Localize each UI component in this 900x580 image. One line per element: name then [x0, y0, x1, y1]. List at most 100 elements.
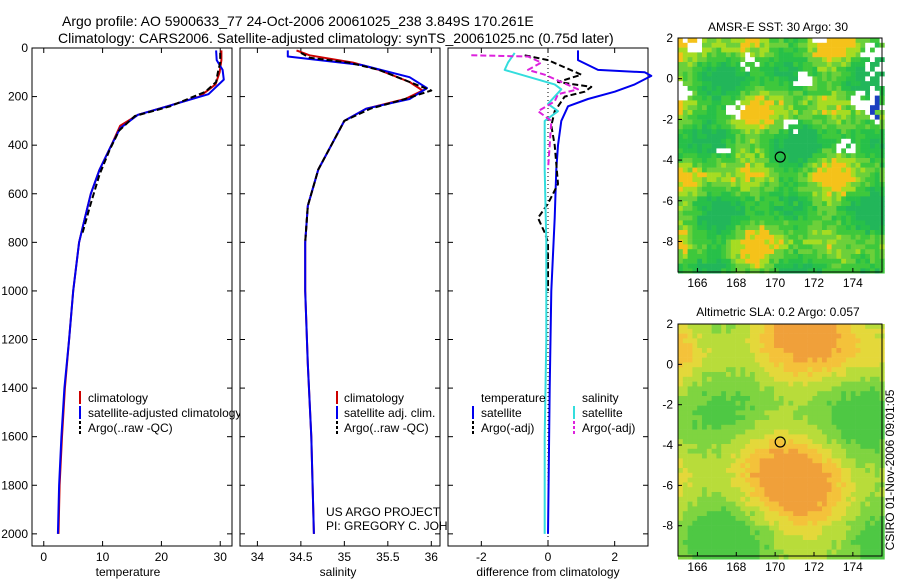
- heatmap-cell: [759, 42, 765, 48]
- heatmap-cell: [774, 506, 780, 512]
- heatmap-cell: [836, 81, 842, 87]
- heatmap-cell: [788, 468, 794, 474]
- heatmap-cell: [802, 444, 808, 450]
- heatmap-cell: [874, 434, 880, 440]
- heatmap-cell: [774, 81, 780, 87]
- heatmap-cell: [735, 186, 741, 192]
- heatmap-cell: [826, 258, 832, 264]
- heatmap-cell: [735, 357, 741, 363]
- heatmap-cell: [807, 352, 813, 358]
- heatmap-cell: [841, 148, 847, 154]
- heatmap-cell: [865, 234, 871, 240]
- heatmap-cell: [721, 544, 727, 550]
- heatmap-cell: [812, 124, 818, 130]
- heatmap-cell: [697, 215, 703, 221]
- heatmap-cell: [826, 391, 832, 397]
- heatmap-cell: [874, 38, 880, 44]
- heatmap-cell: [759, 153, 765, 159]
- heatmap-cell: [802, 511, 808, 517]
- heatmap-cell: [697, 376, 703, 382]
- heatmap-cell: [778, 239, 784, 245]
- heatmap-cell: [754, 129, 760, 135]
- heatmap-cell: [836, 239, 842, 245]
- heatmap-cell: [783, 333, 789, 339]
- heatmap-cell: [822, 210, 828, 216]
- heatmap-cell: [850, 167, 856, 173]
- heatmap-cell: [740, 138, 746, 144]
- heatmap-cell: [735, 244, 741, 250]
- heatmap-cell: [793, 410, 799, 416]
- heatmap-cell: [730, 186, 736, 192]
- heatmap-cell: [759, 114, 765, 120]
- heatmap-cell: [697, 249, 703, 255]
- heatmap-cell: [682, 530, 688, 536]
- heatmap-cell: [759, 57, 765, 63]
- heatmap-cell: [769, 110, 775, 116]
- heatmap-cell: [697, 134, 703, 140]
- heatmap-cell: [692, 143, 698, 149]
- heatmap-cell: [807, 258, 813, 264]
- heatmap-cell: [745, 129, 751, 135]
- heatmap-cell: [783, 525, 789, 531]
- heatmap-cell: [831, 196, 837, 202]
- heatmap-cell: [778, 225, 784, 231]
- heatmap-cell: [759, 62, 765, 68]
- heatmap-cell: [812, 220, 818, 226]
- heatmap-cell: [860, 148, 866, 154]
- heatmap-cell: [706, 468, 712, 474]
- heatmap-cell: [711, 95, 717, 101]
- heatmap-cell: [769, 177, 775, 183]
- heatmap-cell: [874, 110, 880, 116]
- heatmap-cell: [726, 230, 732, 236]
- heatmap-cell: [745, 110, 751, 116]
- heatmap-cell: [759, 162, 765, 168]
- heatmap-cell: [706, 453, 712, 459]
- heatmap-cell: [855, 357, 861, 363]
- heatmap-cell: [841, 134, 847, 140]
- heatmap-cell: [788, 415, 794, 421]
- heatmap-cell: [793, 492, 799, 498]
- heatmap-cell: [802, 153, 808, 159]
- heatmap-cell: [706, 429, 712, 435]
- heatmap-cell: [822, 554, 828, 560]
- heatmap-cell: [855, 410, 861, 416]
- heatmap-cell: [711, 492, 717, 498]
- heatmap-cell: [831, 129, 837, 135]
- heatmap-cell: [721, 201, 727, 207]
- heatmap-cell: [822, 167, 828, 173]
- heatmap-cell: [730, 511, 736, 517]
- heatmap-cell: [826, 434, 832, 440]
- heatmap-cell: [831, 52, 837, 58]
- heatmap-cell: [702, 206, 708, 212]
- heatmap-cell: [822, 391, 828, 397]
- heatmap-cell: [812, 177, 818, 183]
- heatmap-cell: [874, 153, 880, 159]
- heatmap-cell: [860, 201, 866, 207]
- heatmap-cell: [841, 424, 847, 430]
- heatmap-cell: [702, 511, 708, 517]
- heatmap-cell: [774, 549, 780, 555]
- heatmap-cell: [730, 544, 736, 550]
- heatmap-cell: [687, 477, 693, 483]
- heatmap-cell: [855, 42, 861, 48]
- heatmap-cell: [812, 244, 818, 250]
- heatmap-cell: [706, 62, 712, 68]
- heatmap-cell: [798, 38, 804, 44]
- heatmap-cell: [874, 357, 880, 363]
- heatmap-cell: [870, 119, 876, 125]
- heatmap-cell: [783, 47, 789, 53]
- heatmap-cell: [721, 415, 727, 421]
- heatmap-cell: [870, 410, 876, 416]
- heatmap-cell: [726, 196, 732, 202]
- heatmap-cell: [788, 71, 794, 77]
- heatmap-cell: [730, 343, 736, 349]
- heatmap-cell: [822, 439, 828, 445]
- heatmap-cell: [769, 492, 775, 498]
- heatmap-cell: [846, 263, 852, 269]
- heatmap-cell: [730, 196, 736, 202]
- heatmap-cell: [678, 153, 684, 159]
- heatmap-cell: [831, 333, 837, 339]
- heatmap-cell: [822, 338, 828, 344]
- heatmap-cell: [726, 201, 732, 207]
- heatmap-cell: [735, 496, 741, 502]
